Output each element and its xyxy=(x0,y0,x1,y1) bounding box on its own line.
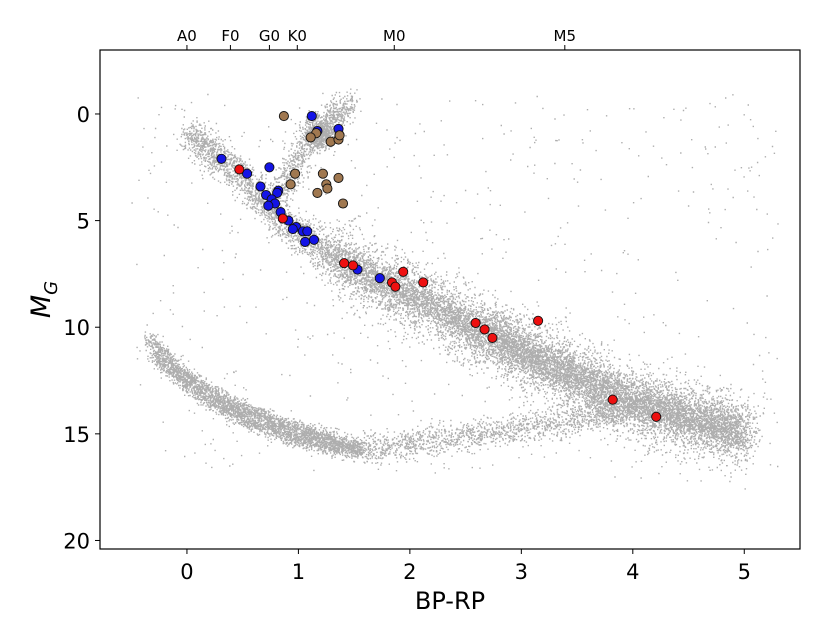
blue-star-point xyxy=(263,200,274,211)
blue-star-point xyxy=(302,226,313,237)
blue-star-point xyxy=(287,224,298,235)
y-tick-label: 0 xyxy=(77,103,90,127)
brown-star-point xyxy=(334,130,345,141)
red-star-point xyxy=(398,266,409,277)
field-star-points xyxy=(131,88,779,490)
y-tick-label: 10 xyxy=(63,316,90,340)
brown-star-point xyxy=(305,132,316,143)
x-tick-label: 1 xyxy=(292,560,305,584)
spectral-type-label: F0 xyxy=(221,27,239,45)
x-tick-label: 0 xyxy=(180,560,193,584)
red-star-point xyxy=(479,324,490,335)
red-star-point xyxy=(470,317,481,329)
y-tick-label: 5 xyxy=(77,210,90,234)
brown-star-point xyxy=(333,172,344,183)
spectral-type-label: G0 xyxy=(259,27,280,45)
brown-star-point xyxy=(322,183,333,194)
x-tick-label: 3 xyxy=(515,560,528,584)
x-axis-title: BP-RP xyxy=(415,587,485,615)
plot-frame xyxy=(99,49,801,550)
spectral-type-label: M5 xyxy=(554,27,577,45)
blue-star-point xyxy=(216,153,227,164)
blue-star-point xyxy=(308,234,320,245)
blue-star-point xyxy=(306,111,317,122)
highlighted-stars xyxy=(216,111,662,422)
red-star-point xyxy=(651,411,662,422)
blue-star-point xyxy=(374,273,385,284)
spectral-type-label: A0 xyxy=(177,27,197,45)
blue-star-point xyxy=(242,168,253,179)
brown-star-point xyxy=(290,168,301,179)
x-tick-label: 5 xyxy=(738,560,751,584)
red-star-point xyxy=(347,260,359,271)
brown-star-point xyxy=(317,168,328,179)
red-star-point xyxy=(533,315,544,326)
spectral-type-label: K0 xyxy=(288,27,307,45)
blue-star-point xyxy=(300,236,311,247)
y-axis-title: MG xyxy=(26,281,62,318)
brown-star-point xyxy=(337,198,349,209)
axes: 0 1 2 3 4 5 0 5 10 15 20 A0 F0 G0 K0 M0 M5 xyxy=(63,27,751,584)
x-tick-label: 2 xyxy=(403,560,416,584)
brown-star-point xyxy=(285,179,296,190)
field-star-cloud xyxy=(131,88,779,490)
red-star-point xyxy=(234,164,245,175)
red-star-point xyxy=(607,394,618,405)
red-star-point xyxy=(339,258,350,269)
red-star-point xyxy=(487,332,498,343)
red-star-point xyxy=(277,213,288,224)
brown-star-point xyxy=(312,187,323,198)
blue-star-point xyxy=(255,181,266,192)
red-star-point xyxy=(390,281,401,292)
red-star-point xyxy=(418,277,429,288)
x-tick-label: 4 xyxy=(626,560,639,584)
brown-star-point xyxy=(278,111,289,122)
blue-star-point xyxy=(272,187,283,198)
blue-star-point xyxy=(264,162,275,173)
spectral-type-label: M0 xyxy=(383,27,406,45)
y-tick-label: 20 xyxy=(63,529,90,553)
y-tick-label: 15 xyxy=(63,423,90,447)
